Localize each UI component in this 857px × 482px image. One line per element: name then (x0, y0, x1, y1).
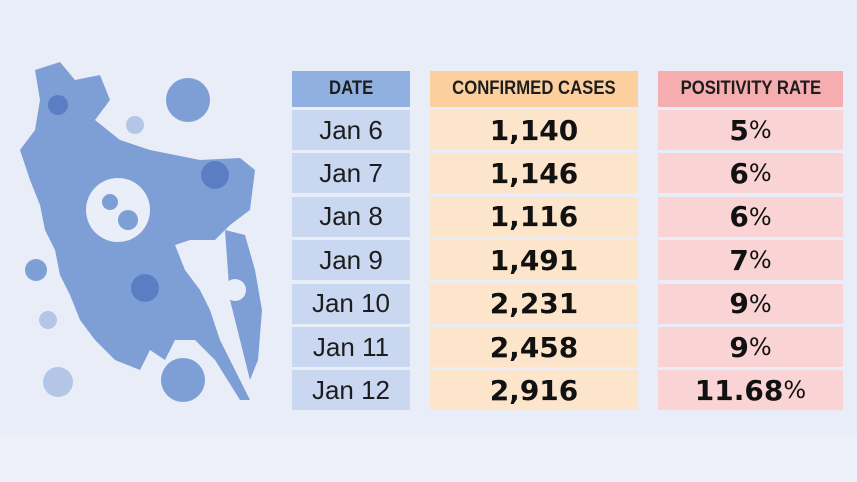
table-cell: Jan 11 (292, 327, 410, 367)
table-cell: Jan 7 (292, 153, 410, 194)
map-shape (225, 230, 262, 380)
table-cell: Jan 12 (292, 370, 410, 411)
table-cell: 1,140 (430, 110, 638, 150)
rate-text: 9 (729, 287, 749, 321)
date-text: Jan 8 (319, 201, 383, 232)
cases-text: 2,916 (489, 373, 579, 407)
table-cell: 11.68% (658, 370, 843, 411)
date-text: Jan 9 (319, 244, 383, 275)
table-cell: Jan 6 (292, 110, 410, 150)
table-cell: 2,916 (430, 370, 638, 411)
table-cell: Jan 8 (292, 196, 410, 237)
cases-text: 1,116 (489, 200, 579, 234)
table-cell: 1,146 (430, 153, 638, 194)
table-cell: 2,231 (430, 283, 638, 324)
header-cell: DATE (292, 71, 410, 107)
table-cell: 1,491 (430, 240, 638, 281)
table-cell: 9% (658, 283, 843, 324)
map-illustration (20, 62, 262, 402)
table-cell: 9% (658, 327, 843, 367)
rate-unit: % (748, 159, 772, 188)
footer-band (0, 437, 857, 482)
rate-text: 11.68 (694, 373, 784, 407)
table-cell: 6% (658, 153, 843, 194)
date-text: Jan 6 (319, 114, 383, 145)
table-cell: 1,116 (430, 196, 638, 237)
date-text: Jan 7 (319, 157, 383, 188)
rate-text: 6 (729, 200, 749, 234)
rate-text: 6 (729, 156, 749, 190)
header-cell: POSITIVITY RATE (658, 71, 843, 107)
rate-unit: % (783, 376, 807, 405)
table-cell: 7% (658, 240, 843, 281)
cases-text: 2,458 (489, 330, 579, 364)
table-cell: 6% (658, 196, 843, 237)
date-text: Jan 12 (311, 374, 391, 405)
date-text: Jan 10 (311, 288, 391, 319)
header-cell: CONFIRMED CASES (430, 71, 638, 107)
rate-unit: % (748, 246, 772, 275)
header-text: CONFIRMED CASES (452, 78, 616, 99)
rate-unit: % (748, 116, 772, 144)
rate-text: 7 (729, 243, 749, 277)
rate-unit: % (748, 289, 772, 318)
virus-icons (25, 78, 210, 402)
cases-text: 1,140 (489, 113, 579, 147)
header-text: POSITIVITY RATE (680, 78, 821, 99)
rate-unit: % (748, 333, 772, 361)
table-cell: Jan 10 (292, 283, 410, 324)
virus-icons (48, 95, 246, 302)
cases-text: 1,146 (489, 156, 579, 190)
cases-text: 2,231 (489, 287, 579, 321)
rate-unit: % (748, 202, 772, 231)
table-cell: Jan 9 (292, 240, 410, 281)
table-cell: 5% (658, 110, 843, 150)
date-text: Jan 11 (312, 331, 390, 362)
rate-text: 5 (729, 113, 749, 147)
rate-text: 9 (729, 330, 749, 364)
cases-text: 1,491 (489, 243, 579, 277)
header-text: DATE (328, 78, 374, 99)
table-cell: 2,458 (430, 327, 638, 367)
